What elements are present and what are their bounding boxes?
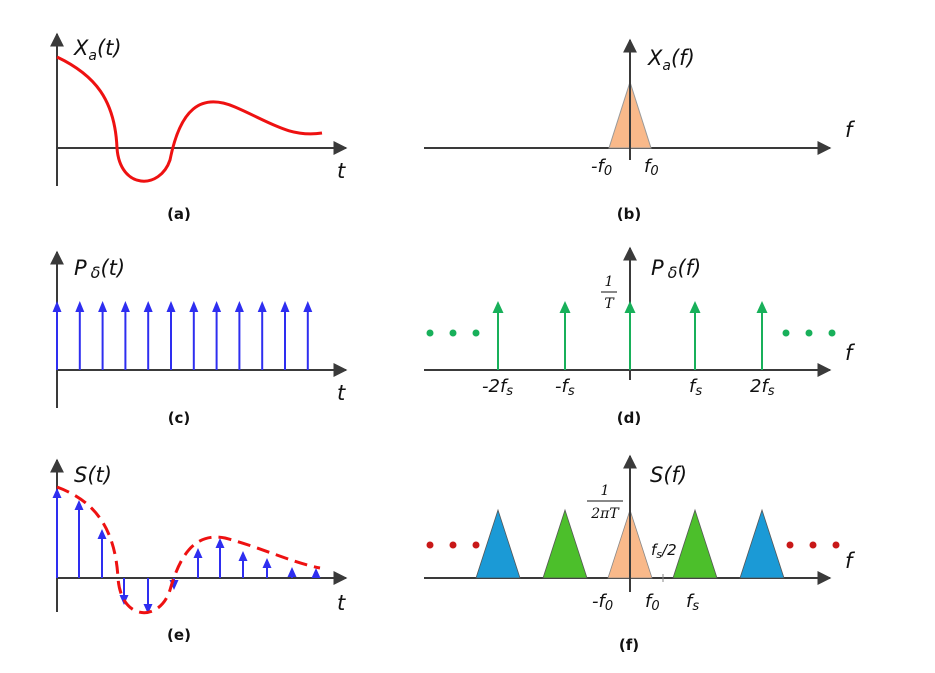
panel-e-x-label: t	[337, 591, 346, 615]
panel-f-dots-right	[786, 541, 840, 549]
panel-b-tick-neg-f0: -f0	[591, 156, 612, 179]
panel-a: Xa(t) t (a)	[50, 32, 348, 223]
panel-f-height-fraction: 1 2πT	[587, 483, 623, 522]
panel-f-triangle-green-left	[542, 508, 588, 579]
panel-f-triangle-green-right	[672, 508, 718, 579]
panel-f-half-fs-label: fs/2	[651, 541, 677, 561]
panel-f-triangle-blue-left	[475, 508, 521, 579]
impulse-arrow	[193, 548, 203, 578]
panel-f-tick-neg-f0: -f0	[592, 591, 613, 614]
panel-f: 1 2πT S(f) f fs/2 -f0 f0 fs (f)	[424, 454, 856, 654]
impulse-arrow	[492, 301, 504, 370]
impulse-arrow	[559, 301, 571, 370]
panel-b-x-label: f	[845, 118, 856, 142]
impulse-arrow	[287, 567, 297, 578]
panel-f-dots-left	[426, 541, 480, 549]
impulse-arrow	[75, 301, 85, 370]
impulse-arrow	[238, 551, 248, 578]
panel-d-dots-right	[782, 329, 836, 337]
impulse-arrow	[189, 301, 199, 370]
panel-a-caption: (a)	[167, 205, 191, 223]
panel-e-y-label: S(t)	[74, 463, 112, 487]
impulse-arrow	[234, 301, 244, 370]
impulse-arrow	[303, 301, 313, 370]
panel-d-dots-left	[426, 329, 480, 337]
panel-f-x-label: f	[845, 549, 856, 573]
panel-a-x-label: t	[337, 159, 346, 183]
impulse-arrow	[98, 301, 108, 370]
panel-d-tick-2fs: 2fs	[750, 376, 775, 399]
impulse-arrow	[756, 301, 768, 370]
panel-f-height-den: 2πT	[590, 506, 620, 522]
impulse-arrow	[257, 301, 267, 370]
impulse-arrow	[166, 301, 176, 370]
panel-a-signal-curve	[56, 55, 323, 183]
panel-d-caption: (d)	[617, 409, 641, 427]
panel-d-height-den: T	[604, 296, 615, 312]
impulse-arrow	[311, 568, 321, 578]
panel-f-caption: (f)	[619, 636, 639, 654]
panel-b-y-label: Xa(f)	[647, 46, 695, 74]
impulse-arrow	[280, 301, 290, 370]
panel-f-tick-fs: fs	[686, 591, 699, 614]
panel-c-x-label: t	[337, 381, 346, 405]
panel-e-sampled-impulses	[52, 488, 321, 614]
panel-d-tick-fs: fs	[689, 376, 702, 399]
panel-c-caption: (c)	[168, 409, 191, 427]
panel-f-tick-pos-f0: f0	[645, 591, 660, 614]
panel-f-y-label: S(f)	[650, 463, 687, 487]
panel-c-impulse-train	[52, 301, 313, 370]
panel-d-impulse-train	[492, 301, 768, 370]
panel-e-envelope-curve	[56, 485, 321, 615]
impulse-arrow	[143, 578, 153, 614]
impulse-arrow	[143, 301, 153, 370]
panel-f-height-num: 1	[601, 483, 610, 499]
impulse-arrow	[624, 301, 636, 370]
panel-d-height-num: 1	[605, 274, 614, 290]
panel-d-tick-neg-fs: -fs	[555, 376, 575, 399]
impulse-arrow	[215, 538, 225, 578]
panel-a-y-label: Xa(t)	[73, 36, 122, 64]
impulse-arrow	[52, 488, 62, 578]
impulse-arrow	[97, 529, 107, 578]
impulse-arrow	[262, 558, 272, 578]
impulse-arrow	[74, 500, 84, 578]
panel-e: S(t) t (e)	[50, 458, 348, 644]
impulse-arrow	[212, 301, 222, 370]
panel-b: Xa(f) f -f0 f0 (b)	[424, 38, 856, 223]
panel-d-tick-neg-2fs: -2fs	[482, 376, 513, 399]
impulse-arrow	[120, 301, 130, 370]
panel-b-caption: (b)	[617, 205, 641, 223]
impulse-arrow	[689, 301, 701, 370]
impulse-arrow	[52, 301, 62, 370]
panel-d-height-fraction: 1 T	[601, 274, 617, 312]
panel-f-triangle-blue-right	[739, 508, 785, 579]
panel-e-caption: (e)	[167, 626, 191, 644]
panel-b-tick-pos-f0: f0	[644, 156, 659, 179]
panel-d-x-label: f	[845, 341, 856, 365]
